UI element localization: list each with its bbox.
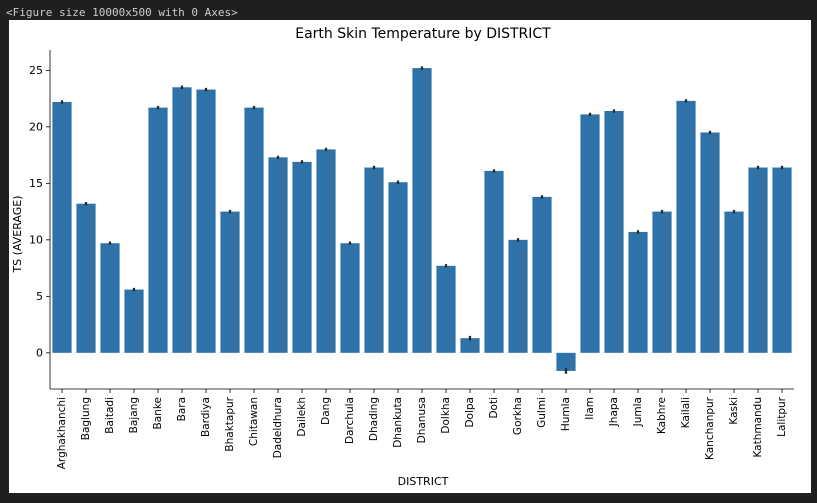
x-tick-label: Bara <box>176 397 188 421</box>
chart-title: Earth Skin Temperature by DISTRICT <box>295 26 551 42</box>
y-axis: 0 5 10 15 20 25 <box>29 50 51 389</box>
x-tick-label: Gorkha <box>512 397 524 435</box>
bar-dhankuta <box>388 182 408 353</box>
y-tick-label: 25 <box>29 64 43 77</box>
bar-baglung <box>76 203 96 353</box>
y-tick-label: 20 <box>29 120 43 133</box>
x-tick-label: Dhankuta <box>392 397 404 448</box>
y-tick-label: 15 <box>29 177 43 190</box>
x-tick-label: Bhaktapur <box>224 396 236 451</box>
x-tick-label: Kathmandu <box>752 397 764 458</box>
x-tick-label: Darchula <box>344 397 356 444</box>
bar-doti <box>484 170 504 353</box>
bar-dhanusa <box>412 68 432 353</box>
bar-darchula <box>340 243 360 353</box>
bar-bardiya <box>196 89 216 353</box>
x-axis: Arghakhanchi Baglung Baitadi Bajang Banke Bar… <box>50 388 794 469</box>
x-tick-label: Lalitpur <box>776 396 788 437</box>
x-tick-label: Dailekh <box>296 397 308 437</box>
x-tick-label: Dang <box>320 397 332 425</box>
bar-baitadi <box>100 243 120 353</box>
figure-repr-text: <Figure size 10000x500 with 0 Axes> <box>6 6 238 19</box>
error-bars-layer <box>60 66 784 374</box>
x-tick-label: Dadeldhura <box>272 397 284 458</box>
y-tick-label: 5 <box>36 290 43 303</box>
bar-ilam <box>580 114 600 353</box>
x-tick-label: Dolpa <box>464 397 476 428</box>
bar-gulmi <box>532 196 552 353</box>
x-tick-label: Kanchanpur <box>704 396 716 460</box>
bar-kailali <box>676 100 696 353</box>
x-tick-label: Kabhre <box>656 397 668 434</box>
bar-dang <box>316 149 336 353</box>
bar-dolkha <box>436 265 456 353</box>
bar-lalitpur <box>772 167 792 353</box>
x-tick-label: Jhapa <box>608 397 620 427</box>
y-tick-label: 10 <box>29 233 43 246</box>
x-tick-label: Baglung <box>80 397 92 440</box>
x-tick-label: Chitawan <box>248 397 260 446</box>
bar-chart: Earth Skin Temperature by DISTRICT TS (A… <box>11 26 794 488</box>
bar-dadeldhura <box>268 157 288 353</box>
x-tick-label: Bardiya <box>200 397 212 437</box>
x-tick-label: Kailali <box>680 397 692 428</box>
bar-banke <box>148 107 168 353</box>
x-tick-label: Doti <box>488 397 500 419</box>
x-tick-label: Dhading <box>368 397 380 441</box>
x-tick-label: Arghakhanchi <box>56 397 68 469</box>
bar-dhading <box>364 167 384 353</box>
bars-layer <box>52 68 792 371</box>
x-axis-label: DISTRICT <box>398 475 449 488</box>
bar-jhapa <box>604 111 624 353</box>
bar-arghakhanchi <box>52 101 72 353</box>
y-tick-label: 0 <box>36 346 43 359</box>
bar-jumla <box>628 231 648 353</box>
x-tick-label: Dhanusa <box>416 397 428 443</box>
figure-canvas: Earth Skin Temperature by DISTRICT TS (A… <box>9 20 811 493</box>
bar-kaski <box>724 211 744 353</box>
x-tick-label: Kaski <box>728 397 740 425</box>
bar-gorkha <box>508 239 528 353</box>
bar-bajang <box>124 289 144 353</box>
bar-kathmandu <box>748 167 768 353</box>
bar-kanchanpur <box>700 132 720 353</box>
x-tick-label: Banke <box>152 397 164 429</box>
x-tick-label: Humla <box>560 397 572 431</box>
bar-kabhre <box>652 211 672 353</box>
x-tick-label: Dolkha <box>440 397 452 434</box>
bar-dailekh <box>292 161 312 353</box>
bar-bhaktapur <box>220 211 240 353</box>
y-axis-label: TS (AVERAGE) <box>11 195 24 273</box>
x-tick-label: Jumla <box>632 397 644 427</box>
bar-chitawan <box>244 107 264 353</box>
bar-bara <box>172 87 192 353</box>
x-tick-label: Baitadi <box>104 397 116 434</box>
x-tick-label: Gulmi <box>536 397 548 428</box>
bar-dolpa <box>460 338 480 353</box>
bar-humla <box>556 352 576 371</box>
x-tick-label: Ilam <box>584 397 596 420</box>
x-tick-label: Bajang <box>128 397 140 433</box>
